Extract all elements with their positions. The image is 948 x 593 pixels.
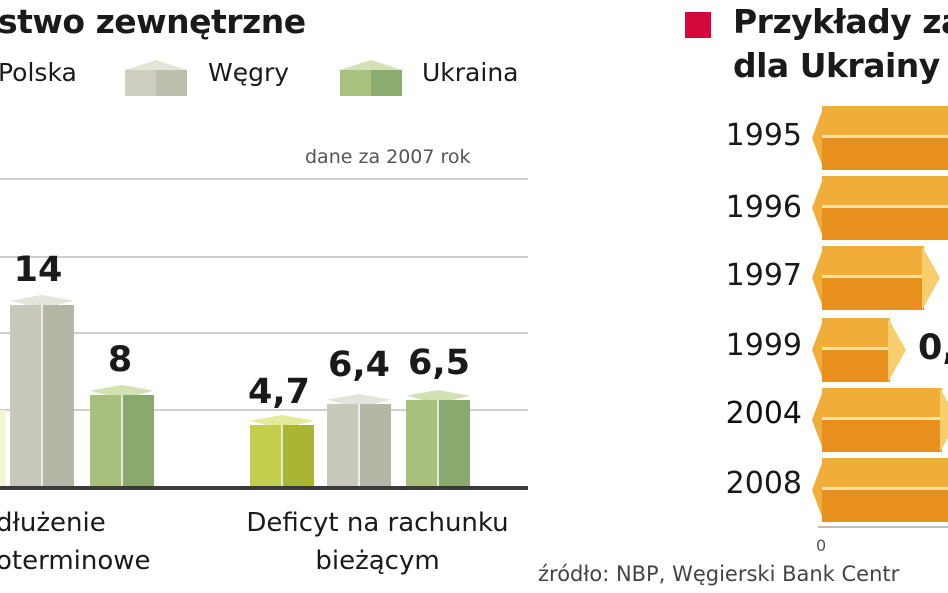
category-label-1-line1: dłużenie [0, 508, 106, 538]
section-marker-icon [685, 12, 711, 38]
category-label-2-line1: Deficyt na rachunku [246, 508, 509, 538]
x-axis-line [818, 526, 948, 528]
bar-g1-polska [0, 410, 6, 488]
legend-label-ukraina: Ukraina [422, 58, 519, 87]
gridline [0, 178, 528, 180]
hbar-1996 [812, 176, 948, 240]
legend-swatch-ukraina-icon [340, 60, 402, 96]
value-label-g1-ukraina: 8 [107, 340, 133, 380]
hbar-2004 [812, 388, 948, 452]
source-note: źródło: NBP, Węgierski Bank Centr [538, 562, 900, 586]
bar-g2-ukraina [406, 390, 470, 488]
value-label-g1-wegry: 14 [13, 250, 63, 290]
right-chart-title-line2: dla Ukrainy z [733, 46, 948, 85]
chart-baseline [0, 486, 528, 490]
legend-label-polska: Polska [0, 58, 77, 87]
value-label-g2-wegry: 6,4 [327, 345, 390, 385]
hbar-1999 [812, 318, 906, 382]
year-label: 2004 [725, 396, 802, 431]
value-label-g2-polska: 4,7 [247, 372, 310, 412]
bar-g1-ukraina [90, 385, 154, 488]
legend-swatch-wegry-icon [125, 60, 187, 96]
year-label: 1999 [725, 328, 802, 363]
value-label-g2-ukraina: 6,5 [407, 343, 470, 383]
hbar-2008 [812, 458, 948, 522]
hbar-1995 [812, 106, 948, 170]
year-label: 1995 [725, 118, 802, 153]
category-label-2-line2: bieżącym [315, 546, 440, 576]
gridline [0, 332, 528, 334]
left-chart-title: stwo zewnętrzne [0, 2, 306, 41]
data-year-note: dane za 2007 rok [305, 146, 471, 168]
hbar-value-1999: 0, [918, 328, 948, 368]
year-label: 2008 [725, 466, 802, 501]
category-label-1-line2: oterminowe [0, 546, 151, 576]
year-label: 1996 [725, 190, 802, 225]
legend-label-wegry: Węgry [208, 58, 290, 87]
bar-g2-polska [250, 415, 314, 488]
gridline [0, 409, 528, 411]
x-axis-zero-tick: 0 [816, 536, 827, 555]
hbar-1997 [812, 246, 940, 310]
bar-g1-wegry [10, 295, 74, 488]
gridline [0, 256, 528, 258]
bar-g2-wegry [327, 394, 391, 488]
right-chart-title-line1: Przykłady za [733, 2, 948, 41]
year-label: 1997 [725, 258, 802, 293]
